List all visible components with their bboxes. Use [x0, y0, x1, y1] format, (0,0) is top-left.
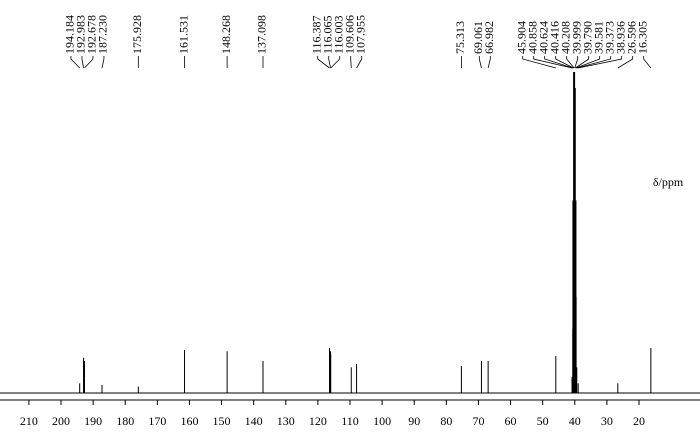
peak-label: 66.982 [482, 21, 496, 54]
peak-label-connector [478, 56, 482, 69]
x-tick-label: 210 [20, 414, 38, 428]
peak-label: 194.184 [63, 15, 77, 54]
peak-label: 116.387 [309, 15, 323, 54]
x-tick-label: 20 [633, 414, 645, 428]
x-tick-label: 30 [601, 414, 613, 428]
peak-label-connector [617, 56, 634, 69]
peak-label-connector [533, 56, 573, 69]
peak-label-connector [522, 56, 556, 69]
peak-label: 39.373 [602, 21, 616, 54]
peak-label: 192.983 [74, 15, 88, 54]
peak-label: 26.596 [624, 21, 638, 54]
peak-label-connector [544, 56, 573, 69]
x-axis-label: δ/ppm [653, 175, 684, 189]
peak-label: 116.003 [331, 15, 345, 54]
peak-label: 40.416 [547, 21, 561, 54]
peak-label-connector [578, 56, 623, 69]
peak-label: 16.305 [635, 21, 649, 54]
x-tick-label: 90 [408, 414, 420, 428]
peak-label-connector [643, 56, 652, 69]
peak-label-connector [350, 56, 352, 69]
peak-label: 148.268 [219, 15, 233, 54]
x-tick-label: 70 [472, 414, 484, 428]
x-tick-label: 130 [277, 414, 295, 428]
x-tick-label: 50 [537, 414, 549, 428]
peak-label-connector [576, 56, 612, 69]
x-tick-label: 170 [148, 414, 166, 428]
peak-label-connector [575, 56, 601, 69]
peak-label: 187.230 [96, 15, 110, 54]
x-tick-label: 60 [505, 414, 517, 428]
x-tick-label: 190 [84, 414, 102, 428]
peak-label-connector [317, 56, 330, 69]
peak-label-connector [81, 56, 84, 69]
x-tick-label: 200 [52, 414, 70, 428]
x-tick-label: 120 [309, 414, 327, 428]
x-tick-label: 160 [180, 414, 198, 428]
peak-label: 116.065 [320, 15, 334, 54]
peak-label: 39.790 [580, 21, 594, 54]
x-tick-label: 100 [373, 414, 391, 428]
peak-label: 40.208 [558, 21, 572, 54]
peak-label-connector [101, 56, 105, 69]
peak-label-connector [70, 56, 80, 69]
peak-label: 69.061 [471, 21, 485, 54]
peak-label-connector [555, 56, 574, 69]
peak-label: 161.531 [176, 15, 190, 54]
peak-label-connector [330, 56, 341, 69]
peak-label: 175.928 [130, 15, 144, 54]
peak-label: 137.098 [255, 15, 269, 54]
x-tick-label: 140 [245, 414, 263, 428]
peak-label: 40.624 [536, 21, 550, 54]
x-tick-label: 110 [341, 414, 359, 428]
peak-label-connector [84, 56, 94, 69]
x-tick-label: 150 [213, 414, 231, 428]
x-tick-label: 40 [569, 414, 581, 428]
peak-label-connector [356, 56, 363, 69]
peak-label: 38.936 [613, 21, 627, 54]
peak-label: 45.904 [514, 21, 528, 54]
peak-label: 192.678 [85, 15, 99, 54]
x-tick-label: 180 [116, 414, 134, 428]
x-tick-label: 80 [440, 414, 452, 428]
peak-label-connector [574, 56, 579, 69]
peak-label: 39.999 [569, 21, 583, 54]
peak-label-connector [328, 56, 331, 69]
peak-label: 39.581 [591, 21, 605, 54]
peak-label: 40.858 [525, 21, 539, 54]
peak-label-connector [566, 56, 575, 69]
peak-label-connector [487, 56, 491, 69]
peak-label-connector [575, 56, 590, 69]
peak-label: 107.955 [353, 15, 367, 54]
peak-label: 75.313 [453, 21, 467, 54]
peak-label: 109.606 [342, 15, 356, 54]
